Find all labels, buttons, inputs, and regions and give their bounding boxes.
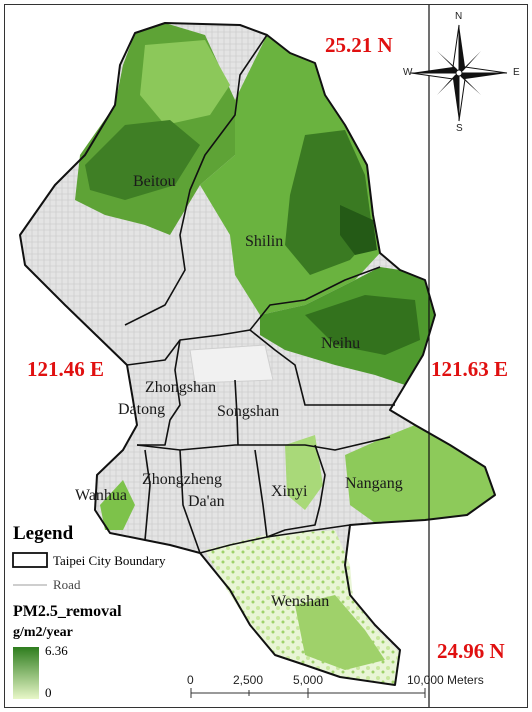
zhongshan-datong-border [137,339,181,446]
map-frame: 25.21 N 121.46 E 121.63 E 24.96 N N S W … [4,4,528,708]
zhongzheng-daan [179,449,201,554]
shilin-neihu-border [249,266,381,331]
wanhua-vegetation [100,480,135,530]
wenshan-green [295,595,385,670]
east-coordinate: 121.63 E [431,357,509,381]
district-zhongzheng: Zhongzheng [142,471,222,488]
district-shilin: Shilin [245,233,284,250]
district-nangang: Nangang [345,475,403,492]
scale-tick-5000: 5,000 [293,673,324,687]
district-songshan: Songshan [217,403,280,420]
songshan-west-border [234,379,239,446]
xinyi-vegetation [285,435,323,510]
beitou-dark [85,120,200,200]
compass-w: W [403,67,413,78]
legend-road-label: Road [53,577,81,592]
beitou-light [140,40,230,125]
legend-min-value: 0 [45,685,52,700]
district-wenshan: Wenshan [271,593,330,610]
color-ramp [13,647,39,699]
scale-tick-10000: 10,000 Meters [407,673,484,687]
compass-e: E [513,67,520,78]
district-neihu: Neihu [321,335,361,352]
legend-max-value: 6.36 [45,643,68,658]
scale-tick-2500: 2,500 [233,673,264,687]
xinyi-nangang [266,444,326,538]
beitou-shilin-border [124,34,268,326]
legend-title: Legend [13,523,74,544]
shilin-darkest [340,205,377,255]
south-wenshan [199,524,351,554]
neihu-dark [305,295,420,355]
district-wanhua: Wanhua [75,487,128,504]
west-coordinate: 121.46 E [27,357,105,381]
songshan-airport [189,344,274,384]
compass-rose [410,24,508,122]
compass-s: S [456,123,463,134]
district-zhongshan: Zhongshan [145,379,217,396]
scale-tick-0: 0 [187,673,194,687]
neihu-songshan-border [249,329,395,406]
south-coordinate: 24.96 N [437,639,505,663]
legend-raster-title: PM2.5_removal [13,603,122,620]
daan-xinyi [254,449,268,538]
map-canvas [12,5,508,707]
north-coordinate: 25.21 N [325,33,393,57]
city-boundary [19,22,496,686]
boundary-swatch [12,552,48,568]
legend-unit: g/m2/year [13,625,73,640]
district-daan: Da'an [188,493,225,510]
district-datong: Datong [118,401,166,418]
district-xinyi: Xinyi [271,483,308,500]
compass-n: N [455,11,463,22]
district-boundaries [19,22,496,686]
legend-boundary-label: Taipei City Boundary [53,553,166,568]
wanhua-zhongzheng [144,449,151,541]
district-beitou: Beitou [133,173,176,190]
nangang-vegetation [345,425,495,523]
